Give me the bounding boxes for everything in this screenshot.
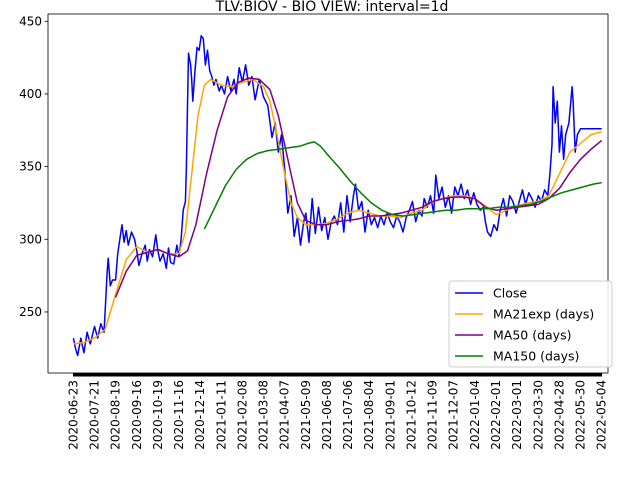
x-tick-label: 2020-11-16 <box>172 380 186 450</box>
x-tick-label: 2021-01-11 <box>214 380 228 450</box>
axes: 250 300 350 400 450 2020-06-23 2020-07-21 2020-… <box>19 13 609 450</box>
x-tick-label: 2022-01-04 <box>468 380 482 450</box>
x-tick-label: 2022-05-04 <box>595 380 609 450</box>
legend-box <box>448 280 613 368</box>
legend-label: Close <box>493 286 527 301</box>
x-tick-label: 2021-03-08 <box>257 380 271 450</box>
x-tick-label: 2021-02-08 <box>235 380 249 450</box>
x-tick-label: 2020-07-21 <box>88 380 102 450</box>
series-line-2 <box>114 77 603 298</box>
x-tick-label: 2020-06-23 <box>66 380 80 450</box>
x-tick-label: 2021-06-08 <box>320 380 334 450</box>
x-tick-label: 2020-12-14 <box>193 380 207 450</box>
x-tick-label: 2022-03-01 <box>510 380 524 450</box>
y-tick-label: 400 <box>19 87 42 101</box>
x-tick-label: 2021-12-07 <box>447 380 461 450</box>
x-tick-band <box>73 373 602 377</box>
x-tick-label: 2021-08-04 <box>362 380 376 450</box>
series-line-0 <box>72 35 602 357</box>
legend-label: MA21exp (days) <box>493 307 594 322</box>
y-tick-label: 350 <box>19 160 42 174</box>
legend-label: MA150 (days) <box>493 349 579 364</box>
x-tick-label: 2020-10-19 <box>151 380 165 450</box>
x-tick-label: 2020-08-19 <box>109 380 123 450</box>
y-tick-label: 300 <box>19 232 42 246</box>
y-tick-label: 450 <box>19 14 42 28</box>
x-tick-label: 2021-10-12 <box>405 380 419 450</box>
x-tick-label: 2022-03-30 <box>531 380 545 450</box>
x-tick-label: 2020-09-16 <box>130 380 144 450</box>
series-line-3 <box>203 141 602 230</box>
chart-title: TLV:BIOV - BIO VIEW: interval=1d <box>215 0 449 15</box>
x-tick-label: 2021-11-09 <box>426 380 440 450</box>
x-tick-label: 2021-04-07 <box>278 380 292 450</box>
x-tick-label: 2022-04-28 <box>552 380 566 450</box>
legend: Close MA21exp (days) MA50 (days) MA150 (day… <box>448 280 613 368</box>
plot-area <box>72 35 603 357</box>
x-tick-label: 2022-05-30 <box>574 380 588 450</box>
x-tick-label: 2021-09-01 <box>383 380 397 450</box>
x-tick-label: 2022-02-01 <box>489 380 503 450</box>
legend-label: MA50 (days) <box>493 328 571 343</box>
x-tick-label: 2021-05-09 <box>299 380 313 450</box>
y-tick-label: 250 <box>19 305 42 319</box>
x-tick-label: 2021-07-06 <box>341 380 355 450</box>
